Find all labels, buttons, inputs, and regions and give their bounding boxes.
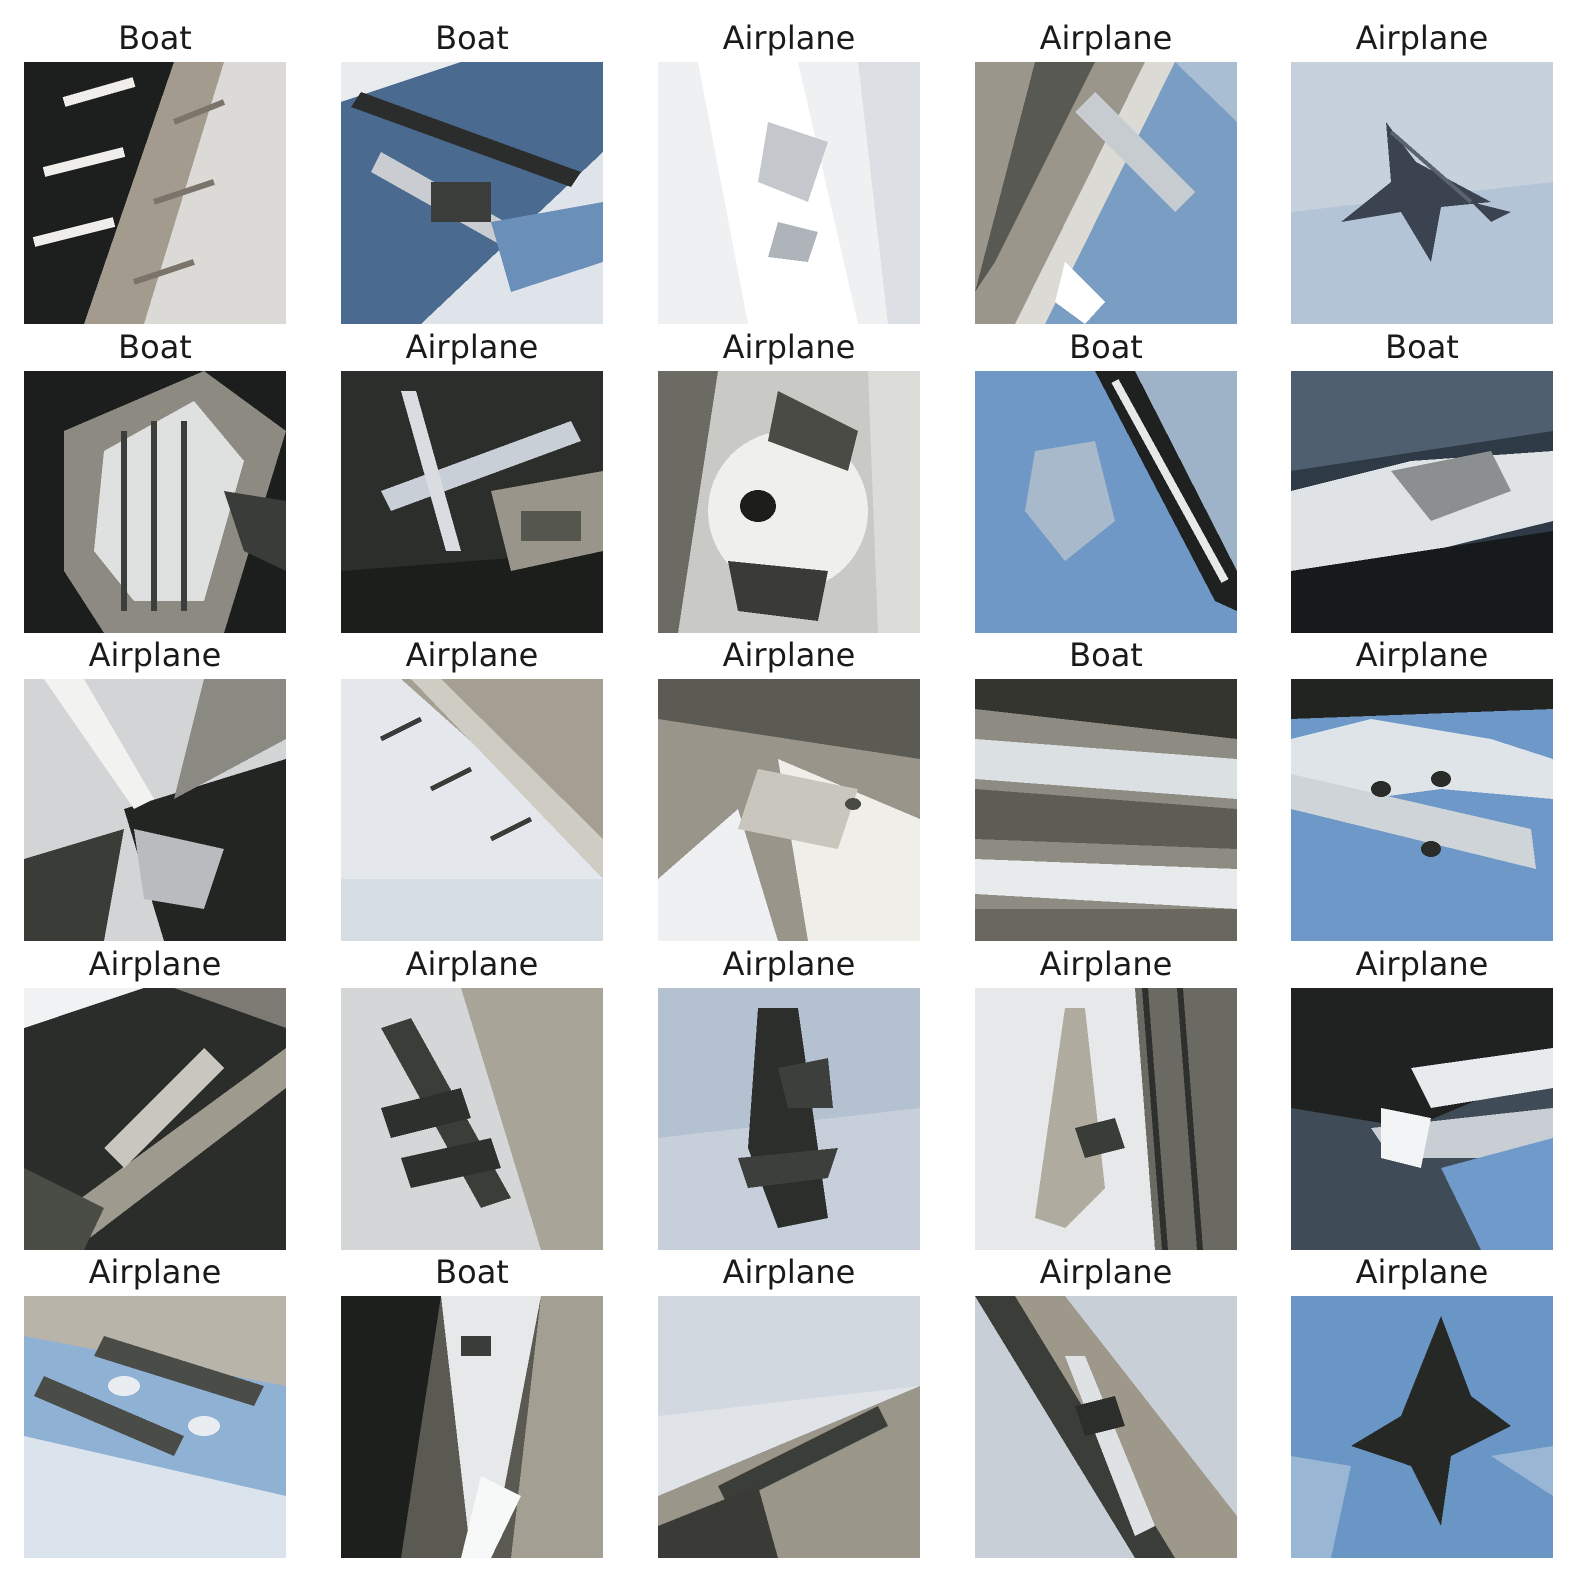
tile-label: Airplane (405, 636, 539, 674)
tile-image (24, 371, 286, 633)
image-tile: Boat (341, 16, 603, 324)
image-tile: Airplane (658, 325, 920, 633)
tile-label: Airplane (722, 19, 856, 57)
image-tile: Boat (24, 325, 286, 633)
tile-label: Airplane (722, 1253, 856, 1291)
tile-image (1291, 371, 1553, 633)
tile-label: Boat (118, 328, 192, 366)
image-tile: Airplane (975, 16, 1237, 324)
tile-image (658, 1296, 920, 1558)
tile-image (341, 62, 603, 324)
tile-label: Airplane (1039, 1253, 1173, 1291)
tile-label: Boat (1069, 328, 1143, 366)
tile-image (658, 679, 920, 941)
tile-label: Airplane (722, 945, 856, 983)
image-tile: Airplane (341, 325, 603, 633)
tile-image (24, 1296, 286, 1558)
image-tile: Airplane (341, 633, 603, 941)
tile-label: Boat (1069, 636, 1143, 674)
tile-image (341, 988, 603, 1250)
image-tile: Airplane (658, 1250, 920, 1558)
image-tile: Airplane (1291, 16, 1553, 324)
image-tile: Boat (24, 16, 286, 324)
tile-image (975, 988, 1237, 1250)
image-tile: Boat (341, 1250, 603, 1558)
tile-image (1291, 1296, 1553, 1558)
tile-image (341, 1296, 603, 1558)
image-tile: Boat (1291, 325, 1553, 633)
tile-label: Airplane (405, 328, 539, 366)
tile-label: Airplane (1039, 19, 1173, 57)
tile-label: Airplane (88, 636, 222, 674)
tile-image (975, 371, 1237, 633)
tile-image (975, 62, 1237, 324)
tile-label: Airplane (722, 636, 856, 674)
tile-image (658, 371, 920, 633)
image-tile: Airplane (24, 942, 286, 1250)
image-tile: Airplane (975, 1250, 1237, 1558)
tile-image (1291, 988, 1553, 1250)
tile-label: Airplane (1355, 945, 1489, 983)
image-tile: Airplane (341, 942, 603, 1250)
tile-image (24, 988, 286, 1250)
tile-label: Airplane (88, 1253, 222, 1291)
tile-image (658, 62, 920, 324)
tile-label: Airplane (1355, 636, 1489, 674)
image-tile: Airplane (24, 633, 286, 941)
tile-image (1291, 62, 1553, 324)
tile-label: Boat (118, 19, 192, 57)
tile-image (24, 62, 286, 324)
tile-label: Airplane (88, 945, 222, 983)
image-tile: Airplane (658, 633, 920, 941)
tile-label: Boat (1385, 328, 1459, 366)
tile-label: Airplane (405, 945, 539, 983)
tile-image (975, 1296, 1237, 1558)
tile-image (658, 988, 920, 1250)
image-tile: Boat (975, 325, 1237, 633)
tile-image (341, 371, 603, 633)
image-tile: Airplane (1291, 942, 1553, 1250)
image-tile: Airplane (1291, 1250, 1553, 1558)
tile-label: Airplane (1355, 1253, 1489, 1291)
tile-label: Airplane (722, 328, 856, 366)
tile-label: Boat (435, 1253, 509, 1291)
tile-image (975, 679, 1237, 941)
tile-image (1291, 679, 1553, 941)
image-tile: Airplane (975, 942, 1237, 1250)
tile-image (24, 679, 286, 941)
image-tile: Boat (975, 633, 1237, 941)
image-tile: Airplane (24, 1250, 286, 1558)
tile-label: Boat (435, 19, 509, 57)
tile-label: Airplane (1355, 19, 1489, 57)
image-tile: Airplane (658, 16, 920, 324)
image-tile: Airplane (1291, 633, 1553, 941)
tile-image (341, 679, 603, 941)
tile-label: Airplane (1039, 945, 1173, 983)
image-tile: Airplane (658, 942, 920, 1250)
